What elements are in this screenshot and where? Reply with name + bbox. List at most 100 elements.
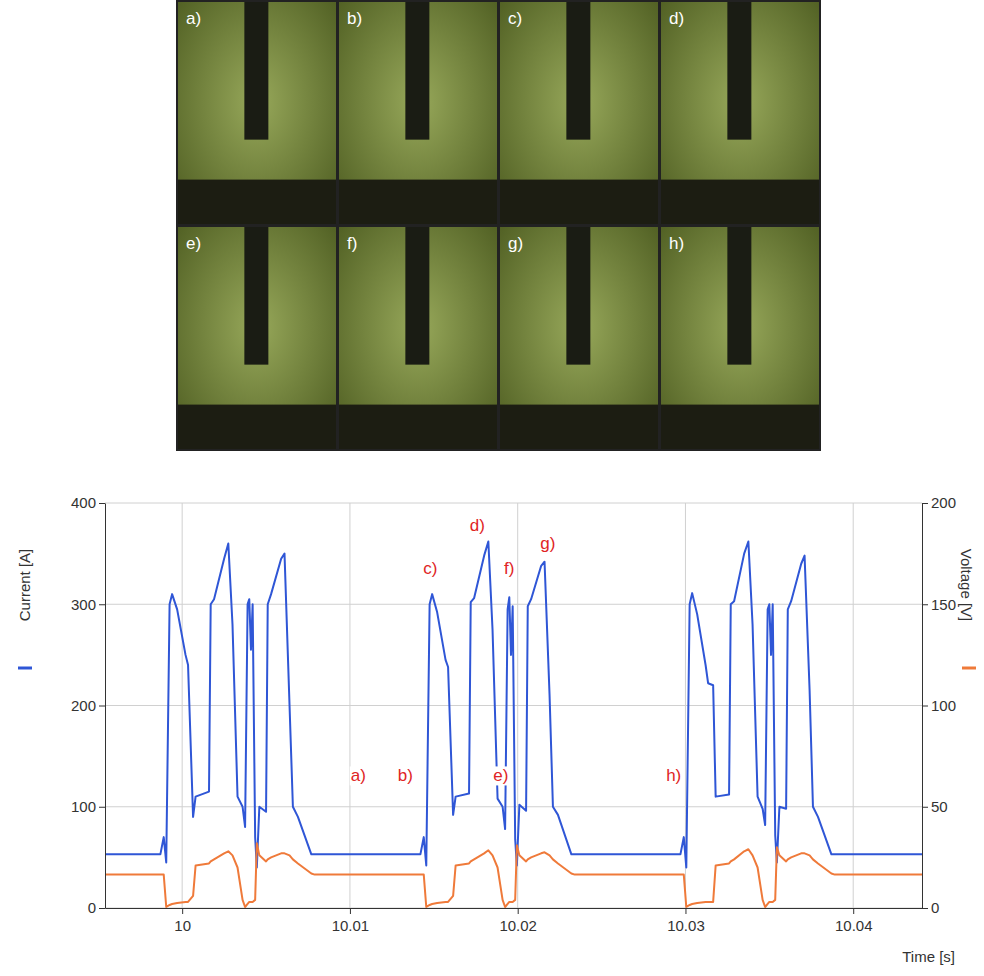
grid-line-x bbox=[182, 503, 183, 908]
y-tick-label: 200 bbox=[71, 697, 96, 714]
tick: 300 bbox=[71, 596, 105, 613]
tick-mark bbox=[99, 604, 105, 605]
photo-background bbox=[178, 2, 336, 224]
tick-mark bbox=[99, 706, 105, 707]
photo-workpiece bbox=[661, 180, 819, 224]
tick-mark bbox=[99, 807, 105, 808]
tick: 0 bbox=[922, 899, 939, 916]
annotation-label: a) bbox=[351, 766, 366, 785]
photo-panel: g) bbox=[500, 227, 658, 449]
y2-tick-label: 200 bbox=[931, 494, 956, 511]
tick: 0 bbox=[88, 899, 105, 916]
y-axis-title: Current [A] bbox=[16, 549, 33, 622]
photo-panel: c) bbox=[500, 2, 658, 224]
series-line bbox=[105, 843, 922, 907]
axis-line bbox=[105, 504, 106, 909]
photo-workpiece bbox=[661, 405, 819, 449]
grid-line-y bbox=[105, 604, 922, 605]
photo-label: b) bbox=[347, 9, 362, 28]
tick-mark bbox=[99, 908, 105, 909]
annotation-background bbox=[397, 766, 414, 785]
photo-background bbox=[661, 227, 819, 449]
tick: 400 bbox=[71, 494, 105, 511]
tick: 200 bbox=[922, 494, 956, 511]
photo-panel: h) bbox=[661, 227, 819, 449]
photo-label: f) bbox=[347, 234, 357, 253]
photo-panels: a) b) c) d) e) f) g) h) bbox=[178, 2, 819, 449]
photo-label: d) bbox=[669, 9, 684, 28]
tick: 10.01 bbox=[332, 908, 370, 934]
series-key bbox=[18, 667, 32, 670]
photo-background bbox=[339, 227, 497, 449]
annotations: a) b) c) d) e) f) g) h) bbox=[350, 516, 683, 785]
y2-tick-label: 50 bbox=[931, 798, 948, 815]
photo-electrode bbox=[405, 227, 429, 365]
figure: a)b)c)d)e)f)g)h)1010.0110.0210.0310.0401… bbox=[0, 0, 984, 976]
photo-label: a) bbox=[186, 9, 201, 28]
photo-label: e) bbox=[186, 234, 201, 253]
tick-mark bbox=[99, 503, 105, 504]
grid bbox=[105, 503, 922, 908]
photo-background bbox=[178, 227, 336, 449]
tick: 10.04 bbox=[835, 908, 873, 934]
grid-line-y bbox=[105, 503, 922, 504]
tick-mark bbox=[922, 604, 928, 605]
photo-panel: b) bbox=[339, 2, 497, 224]
chart-svg: a)b)c)d)e)f)g)h)1010.0110.0210.0310.0401… bbox=[0, 0, 984, 976]
annotation: g) bbox=[539, 534, 556, 553]
annotation-label: c) bbox=[423, 559, 437, 578]
photo-background bbox=[339, 2, 497, 224]
photo-panel: d) bbox=[661, 2, 819, 224]
annotation-label: g) bbox=[540, 534, 555, 553]
tick: 200 bbox=[71, 697, 105, 714]
series-line bbox=[105, 541, 922, 867]
photo-electrode bbox=[566, 227, 590, 365]
annotation: d) bbox=[469, 516, 486, 535]
annotation-background bbox=[665, 766, 682, 785]
tick-mark bbox=[922, 908, 928, 909]
photo-background bbox=[500, 2, 658, 224]
photo-electrode bbox=[727, 2, 751, 140]
plot-area bbox=[105, 541, 922, 907]
annotation-label: h) bbox=[666, 766, 681, 785]
photo-workpiece bbox=[500, 180, 658, 224]
photo-label: h) bbox=[669, 234, 684, 253]
photo-electrode bbox=[244, 2, 268, 140]
annotation-background bbox=[469, 516, 486, 535]
y-tick-label: 300 bbox=[71, 596, 96, 613]
x-tick-label: 10.01 bbox=[332, 917, 370, 934]
tick-mark bbox=[922, 503, 928, 504]
annotation-label: f) bbox=[504, 559, 514, 578]
tick-mark bbox=[922, 706, 928, 707]
grid-line-y bbox=[105, 806, 922, 807]
annotation: c) bbox=[422, 559, 438, 578]
tick: 100 bbox=[71, 798, 105, 815]
tick-mark bbox=[182, 908, 183, 914]
tick: 10.03 bbox=[667, 908, 705, 934]
tick-mark bbox=[853, 908, 854, 914]
axis: 0 100 200 300 400 bbox=[71, 494, 106, 916]
photo-background bbox=[500, 227, 658, 449]
photo-panel: a) bbox=[178, 2, 336, 224]
annotation-label: e) bbox=[493, 766, 508, 785]
photo-electrode bbox=[727, 227, 751, 365]
photo-panel: e) bbox=[178, 227, 336, 449]
y-tick-label: 0 bbox=[88, 899, 96, 916]
y-tick-label: 100 bbox=[71, 798, 96, 815]
photo-electrode bbox=[405, 2, 429, 140]
annotation: e) bbox=[492, 766, 509, 785]
grid-line-x bbox=[853, 503, 854, 908]
tick: 150 bbox=[922, 596, 956, 613]
tick-mark bbox=[350, 908, 351, 914]
annotation-background bbox=[492, 766, 509, 785]
x-tick-label: 10.02 bbox=[499, 917, 537, 934]
y2-tick-label: 0 bbox=[931, 899, 939, 916]
annotation: f) bbox=[503, 559, 515, 578]
annotation: b) bbox=[397, 766, 414, 785]
photo-workpiece bbox=[339, 180, 497, 224]
annotation-background bbox=[350, 766, 367, 785]
annotation-background bbox=[422, 559, 438, 578]
tick: 100 bbox=[922, 697, 956, 714]
photo-electrode bbox=[566, 2, 590, 140]
photo-label: c) bbox=[508, 9, 522, 28]
